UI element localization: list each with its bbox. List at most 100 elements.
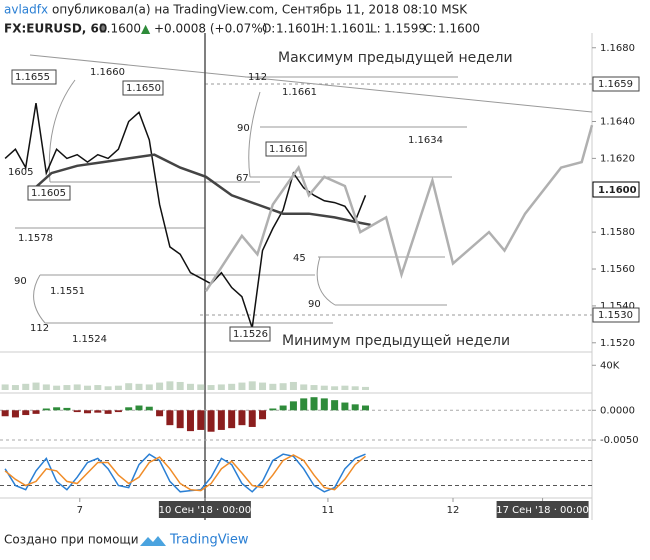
bar — [94, 410, 102, 413]
bar — [228, 383, 236, 390]
bar — [351, 386, 359, 390]
annotation: 45 — [293, 253, 306, 264]
annotation: 112 — [248, 72, 267, 83]
bar — [300, 398, 308, 411]
current-box — [592, 181, 640, 198]
bar — [73, 410, 81, 413]
bar — [166, 381, 174, 390]
levels — [15, 76, 592, 324]
bar — [32, 410, 40, 414]
ohlc-item: 1.1599 — [384, 22, 426, 36]
y-tick-label: 1.1560 — [600, 264, 635, 275]
y-tick-label: 40K — [600, 360, 620, 371]
y-tick-label: 1.1520 — [600, 338, 635, 349]
series-line — [204, 124, 594, 292]
annotation: 1.1605 — [31, 188, 66, 199]
bar — [351, 404, 359, 411]
label-box — [27, 185, 71, 201]
annotation: Минимум предыдущей недели — [282, 333, 510, 349]
annotations: 1.1655 1.1660 1.1650 1.1661 112 Максимум… — [8, 50, 640, 349]
bar — [145, 406, 153, 411]
annotation: 1605 — [8, 167, 33, 178]
series-line — [4, 453, 366, 493]
bar — [176, 381, 184, 390]
x-tick-label: 17 Сен '18 · 00:00 — [496, 505, 589, 516]
annotation: 90 — [14, 276, 27, 287]
bar — [1, 384, 9, 390]
trend-line — [29, 54, 593, 113]
annotation: 1.1578 — [18, 233, 53, 244]
annotation: 1.1655 — [15, 72, 50, 83]
ohlc-item: H: — [316, 22, 329, 36]
bar — [1, 410, 9, 417]
bar — [53, 385, 61, 390]
bar — [125, 383, 133, 390]
bar — [186, 410, 194, 432]
bar — [186, 383, 194, 390]
ohlc-item: C: — [424, 22, 436, 36]
annotation: 1.1650 — [126, 83, 161, 94]
bar — [53, 407, 61, 411]
bar — [259, 382, 267, 390]
bar — [207, 410, 215, 432]
bar — [73, 384, 81, 390]
bar — [63, 385, 71, 390]
bar — [341, 385, 349, 390]
annotation: 67 — [236, 173, 249, 184]
annotation: 112 — [30, 323, 49, 334]
label-box — [11, 69, 57, 85]
ohlc-item: 1.1601 — [330, 22, 372, 36]
x-tick-bg — [496, 501, 589, 518]
bar — [42, 384, 50, 390]
bar — [125, 407, 133, 411]
bar — [156, 382, 164, 390]
annotation: 1.1616 — [269, 144, 304, 155]
bar — [289, 401, 297, 411]
annotation: Максимум предыдущей недели — [278, 50, 513, 66]
bar — [331, 400, 339, 411]
bar — [197, 410, 205, 430]
bar — [156, 410, 164, 417]
bar — [217, 410, 225, 430]
x-tick-label: 10 Сен '18 · 00:00 — [159, 505, 252, 516]
bar — [238, 410, 246, 426]
published: опубликовал(а) на TradingView.com, Сентя… — [52, 3, 468, 17]
annotation: 1.1526 — [233, 329, 268, 340]
label-box — [265, 141, 307, 157]
bar — [42, 408, 50, 411]
bar — [135, 383, 143, 390]
bar — [84, 410, 92, 414]
bar — [341, 402, 349, 411]
annotation: 90 — [237, 123, 250, 134]
annotation: 1.1660 — [90, 67, 125, 78]
bar — [145, 384, 153, 390]
bar — [114, 385, 122, 390]
last: 1.1600 — [99, 22, 141, 36]
price-label: 1.1659 — [598, 79, 633, 90]
annotation: 1.1634 — [408, 135, 443, 146]
ohlc-item: 1.1600 — [438, 22, 480, 36]
x-tick-label: 11 — [322, 505, 335, 516]
bar — [63, 407, 71, 411]
change: +0.0008 (+0.07%) — [154, 22, 267, 36]
bar — [197, 384, 205, 390]
price-label: 1.1530 — [598, 310, 633, 321]
bar — [269, 408, 277, 411]
bar — [361, 405, 369, 411]
bar — [22, 410, 30, 416]
brand: TradingView — [169, 533, 249, 548]
bar — [361, 386, 369, 390]
bar — [320, 385, 328, 390]
plot: 7 10 Сен '18 · 00:00 11 12 17 Сен '18 · 00:0… — [0, 43, 639, 518]
bar — [269, 383, 277, 390]
y-tick-label: 1.1640 — [600, 117, 635, 128]
bar — [11, 410, 19, 418]
bar — [248, 381, 256, 390]
bar — [104, 386, 112, 390]
y-tick-label: 1.1680 — [600, 43, 635, 54]
bar — [279, 405, 287, 411]
bar — [32, 382, 40, 390]
